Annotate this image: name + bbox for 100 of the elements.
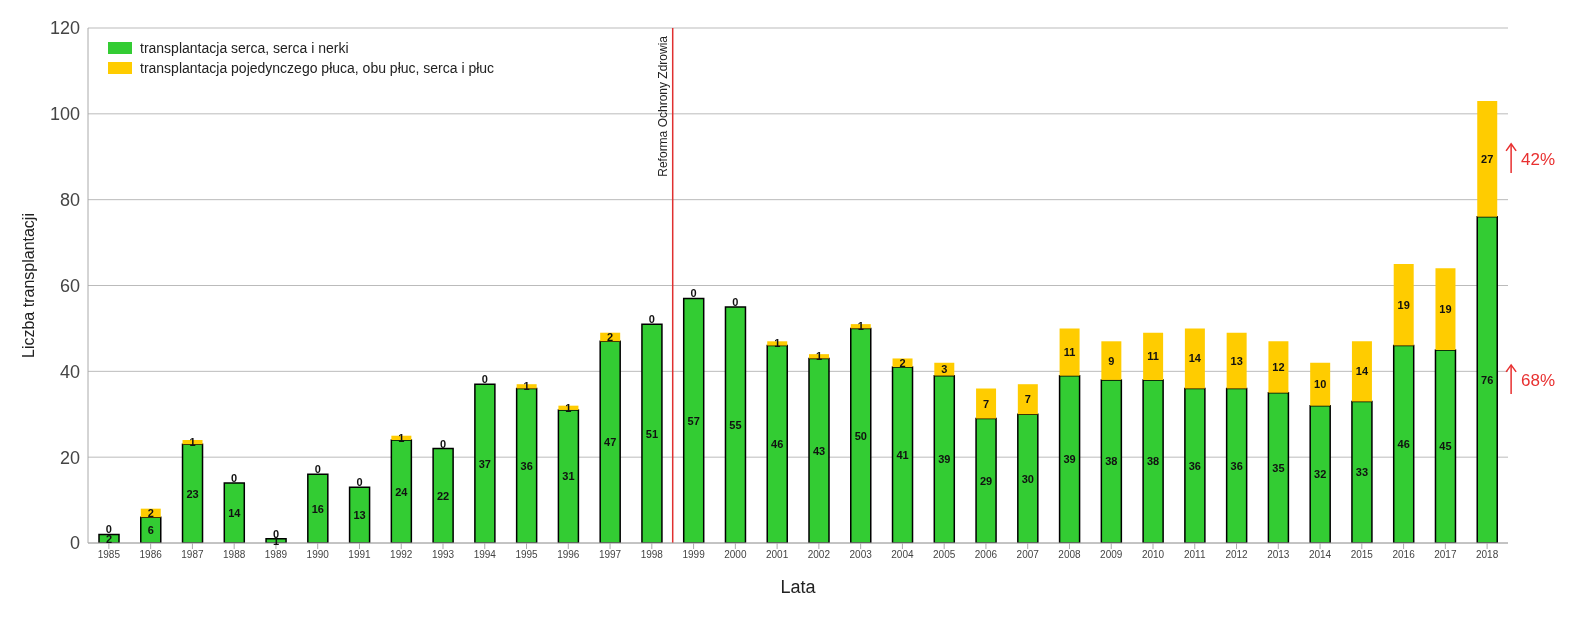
data-label: 0 bbox=[231, 471, 238, 484]
bar bbox=[1434, 349, 1457, 543]
x-tick-label: 2013 bbox=[1267, 549, 1290, 561]
x-tick-label: 2003 bbox=[849, 549, 873, 561]
data-label: 43 bbox=[812, 444, 826, 457]
data-label: 3 bbox=[941, 363, 948, 376]
ref-line-label: Reforma Ochrony Zdrowia bbox=[655, 35, 670, 177]
bar bbox=[1101, 341, 1122, 380]
x-tick-label: 2015 bbox=[1350, 549, 1374, 561]
bar bbox=[307, 473, 329, 543]
data-label: 29 bbox=[979, 474, 993, 487]
x-tick-label: 2014 bbox=[1308, 549, 1332, 561]
data-label: 13 bbox=[353, 509, 366, 522]
data-label: 7 bbox=[983, 397, 990, 410]
data-label: 27 bbox=[1481, 152, 1494, 165]
x-tick-label: 2006 bbox=[974, 549, 998, 561]
data-label: 0 bbox=[481, 373, 488, 386]
bar bbox=[975, 417, 997, 543]
data-label: 14 bbox=[1188, 352, 1202, 365]
bar bbox=[140, 516, 162, 543]
bar bbox=[1267, 392, 1290, 543]
data-label: 37 bbox=[478, 457, 492, 470]
y-tick-label: 20 bbox=[59, 447, 80, 468]
x-tick-label: 2009 bbox=[1100, 549, 1123, 561]
data-label: 38 bbox=[1105, 455, 1118, 468]
data-label: 0 bbox=[439, 437, 447, 450]
data-label: 51 bbox=[645, 427, 659, 440]
data-label: 46 bbox=[1397, 438, 1410, 451]
bar bbox=[1142, 379, 1164, 543]
data-label: 35 bbox=[1272, 461, 1285, 474]
bar bbox=[516, 384, 537, 389]
x-tick-label: 2012 bbox=[1225, 549, 1249, 561]
bar bbox=[1017, 384, 1038, 415]
bar bbox=[1476, 216, 1498, 543]
bar bbox=[432, 447, 454, 543]
text: 68% bbox=[1521, 370, 1556, 390]
y-tick-label: 40 bbox=[59, 361, 80, 382]
data-label: 24 bbox=[395, 485, 409, 498]
data-label: 41 bbox=[896, 449, 909, 462]
bar bbox=[1058, 374, 1081, 543]
x-tick-label: 2010 bbox=[1141, 549, 1165, 561]
x-tick-label: 1991 bbox=[348, 549, 372, 561]
data-label: 2 bbox=[607, 331, 614, 343]
data-label: 30 bbox=[1021, 472, 1034, 485]
data-label: 9 bbox=[1108, 354, 1115, 367]
x-axis-title: Lata bbox=[780, 577, 817, 597]
x-tick-label: 1992 bbox=[390, 549, 413, 561]
data-label: 39 bbox=[1063, 453, 1076, 466]
x-tick-label: 2005 bbox=[933, 549, 956, 561]
data-label: 36 bbox=[1188, 459, 1202, 472]
x-tick-label: 1988 bbox=[223, 549, 246, 561]
data-label: 45 bbox=[1439, 440, 1452, 453]
bar bbox=[933, 374, 956, 543]
x-tick-label: 2000 bbox=[724, 549, 747, 561]
x-tick-label: 1997 bbox=[598, 549, 622, 561]
bar bbox=[1184, 387, 1206, 543]
data-label: 22 bbox=[436, 489, 450, 502]
data-label: 50 bbox=[854, 429, 867, 442]
data-label: 13 bbox=[1230, 354, 1243, 367]
bar bbox=[724, 306, 747, 543]
x-tick-label: 2001 bbox=[765, 549, 789, 561]
y-tick-label: 100 bbox=[49, 104, 80, 125]
data-label: 14 bbox=[228, 506, 242, 519]
text: 42% bbox=[1521, 149, 1556, 169]
data-label: 0 bbox=[690, 287, 697, 300]
data-label: 31 bbox=[562, 470, 575, 483]
bar bbox=[1351, 341, 1372, 402]
data-label: 23 bbox=[186, 487, 199, 500]
x-tick-label: 1987 bbox=[181, 549, 204, 561]
x-tick-label: 1985 bbox=[97, 549, 121, 561]
data-label: 39 bbox=[938, 453, 951, 466]
data-label: 11 bbox=[1063, 346, 1076, 359]
x-tick-label: 1995 bbox=[515, 549, 539, 561]
bar bbox=[641, 323, 663, 543]
bar bbox=[682, 297, 705, 543]
data-label: 19 bbox=[1439, 303, 1452, 316]
x-tick-label: 2002 bbox=[807, 549, 831, 561]
x-tick-label: 2008 bbox=[1058, 549, 1082, 561]
x-tick-label: 2004 bbox=[891, 549, 914, 561]
data-label: 19 bbox=[1397, 298, 1410, 311]
bar bbox=[1392, 344, 1415, 543]
data-label: 0 bbox=[732, 295, 739, 308]
data-label: 16 bbox=[311, 502, 324, 515]
data-label: 10 bbox=[1314, 378, 1327, 391]
y-tick-label: 60 bbox=[59, 275, 80, 296]
bar bbox=[1310, 362, 1331, 406]
x-tick-label: 2016 bbox=[1392, 549, 1416, 561]
bar bbox=[891, 366, 914, 543]
bar bbox=[1435, 268, 1456, 350]
data-label: 1 bbox=[774, 337, 781, 350]
data-label: 14 bbox=[1355, 365, 1369, 378]
legend-label: transplantacja pojedynczego płuca, obu płuc, serca i płuc bbox=[140, 60, 495, 76]
data-label: 2 bbox=[899, 356, 906, 369]
x-tick-label: 1986 bbox=[139, 549, 163, 561]
bar bbox=[599, 340, 621, 543]
y-tick-label: 120 bbox=[49, 18, 80, 39]
x-tick-label: 1999 bbox=[682, 549, 706, 561]
data-label: 76 bbox=[1481, 373, 1494, 386]
x-tick-label: 2011 bbox=[1184, 549, 1206, 561]
bar bbox=[1184, 328, 1205, 389]
